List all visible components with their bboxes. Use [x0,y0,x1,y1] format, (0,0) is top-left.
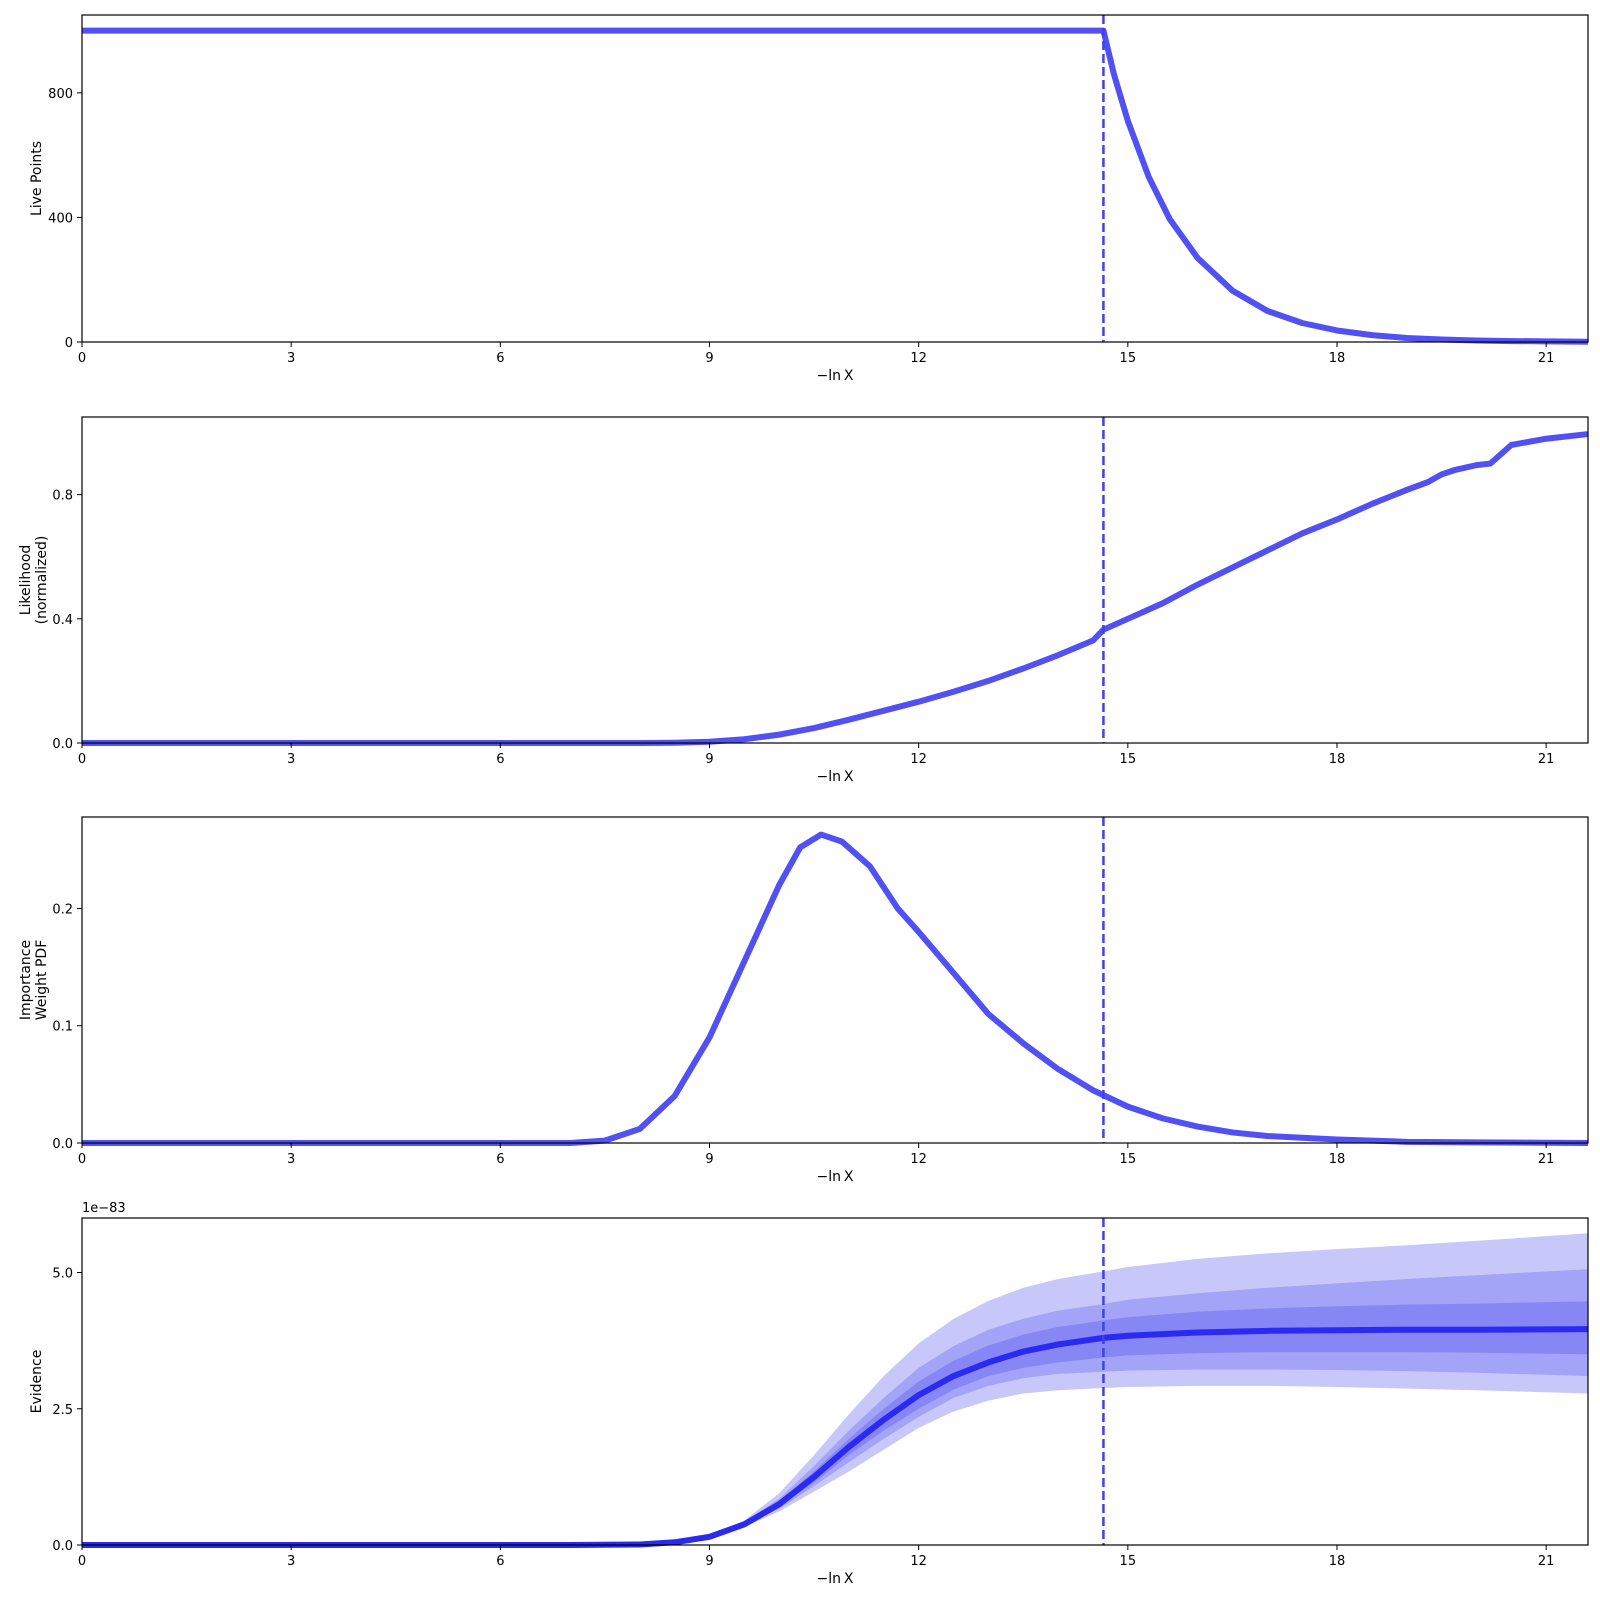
y-axis-label: (normalized) [34,536,50,625]
x-tick-label: 15 [1120,752,1137,767]
x-tick-label: 0 [78,1152,86,1167]
y-tick-label: 5.0 [52,1267,73,1282]
evidence-median-line [82,1326,1589,1548]
y-tick-label: 0.0 [52,1539,73,1554]
axes-frame [81,1217,1589,1546]
x-tick-label: 0 [78,351,86,366]
y-axis-label: Evidence [29,1350,45,1414]
x-tick-label: 6 [496,351,504,366]
axes-frame [81,416,1589,744]
y-tick-label: 0.8 [52,489,73,504]
panel-likelihood: 0 3 6 9 12 15 18 21 0.0 0.4 0.8 −ln X Likelihood (nor… [18,416,1589,785]
y-axis-label: Live Points [29,141,45,216]
y-tick-label: 0.0 [52,1137,73,1152]
x-tick-label: 6 [496,752,504,767]
x-tick-label: 9 [705,351,713,366]
x-tick-label: 3 [287,1152,295,1167]
x-tick-label: 18 [1329,1554,1346,1569]
x-tick-label: 15 [1120,351,1137,366]
x-tick-label: 18 [1329,351,1346,366]
x-tick-label: 21 [1538,1152,1555,1167]
x-tick-label: 18 [1329,1152,1346,1167]
x-tick-label: 6 [496,1554,504,1569]
x-tick-label: 12 [910,752,927,767]
x-tick-label: 6 [496,1152,504,1167]
x-tick-label: 15 [1120,1152,1137,1167]
evidence-band-3 [82,1301,1588,1545]
x-tick-label: 3 [287,1554,295,1569]
y-axis-label: Weight PDF [34,940,50,1021]
x-tick-label: 9 [705,752,713,767]
series-line-1 [82,27,1589,345]
x-tick-label: 18 [1329,752,1346,767]
x-axis-label: −ln X [817,769,854,785]
x-tick-label: 21 [1538,351,1555,366]
x-tick-label: 9 [705,1152,713,1167]
y-tick-label: 0.2 [52,902,73,917]
y-tick-label: 2.5 [52,1403,73,1418]
x-axis-label: −ln X [817,1571,854,1587]
x-tick-label: 21 [1538,752,1555,767]
series-line-1 [82,831,1589,1146]
y-tick-label: 0 [65,336,73,351]
x-axis-label: −ln X [817,1169,854,1185]
x-tick-label: 12 [910,351,927,366]
axes-frame [81,14,1589,343]
y-tick-label: 0.0 [52,737,73,752]
y-scale-offset-label: 1e−83 [82,1201,126,1216]
series-line-1 [82,431,1589,746]
y-tick-label: 800 [48,87,73,102]
x-tick-label: 12 [910,1152,927,1167]
x-tick-label: 0 [78,752,86,767]
x-tick-label: 21 [1538,1554,1555,1569]
x-axis-label: −ln X [817,368,854,384]
x-tick-label: 0 [78,1554,86,1569]
x-tick-label: 3 [287,752,295,767]
panel-evidence: 0 3 6 9 12 15 18 21 0.0 2.5 5.0 −ln X Evidence 1e−83 [29,1201,1589,1587]
x-tick-label: 15 [1120,1554,1137,1569]
y-axis-label: Importance [18,940,34,1020]
x-tick-label: 9 [705,1554,713,1569]
x-tick-label: 3 [287,351,295,366]
y-tick-label: 400 [48,211,73,226]
axes-frame [81,816,1589,1144]
panel-live-points: 0 3 6 9 12 15 18 21 0 400 800 −ln X Live Points [29,14,1589,384]
y-tick-label: 0.1 [52,1020,73,1035]
x-tick-label: 12 [910,1554,927,1569]
panel-importance-weight: 0 3 6 9 12 15 18 21 0.0 0.1 0.2 −ln X Importance Weig… [18,816,1589,1185]
y-tick-label: 0.4 [52,613,73,628]
y-axis-label: Likelihood [18,545,34,616]
